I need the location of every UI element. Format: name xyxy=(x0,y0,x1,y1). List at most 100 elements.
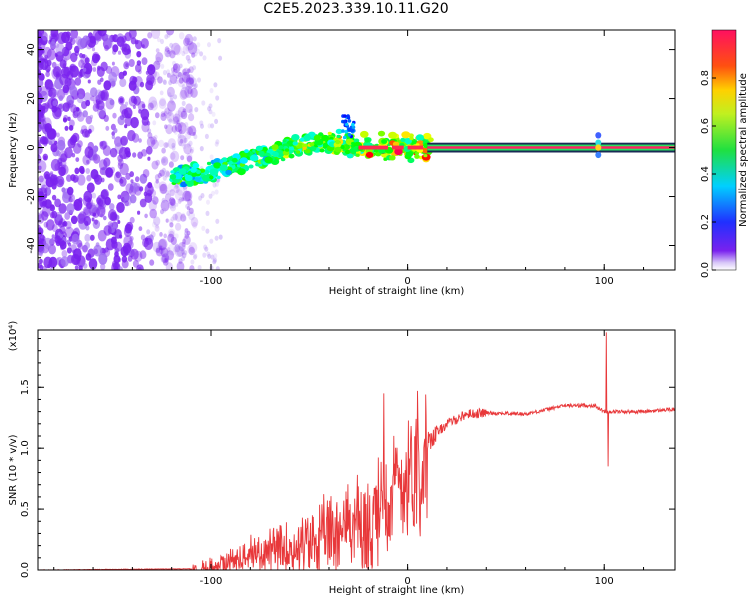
noise-cell xyxy=(214,118,219,124)
noise-cell xyxy=(174,244,181,253)
noise-cell xyxy=(159,90,164,96)
noise-cell xyxy=(64,147,73,159)
ridge-cell xyxy=(199,168,206,173)
bottom-x-tick-label: -100 xyxy=(200,576,223,587)
noise-cell xyxy=(193,253,198,259)
noise-cell xyxy=(182,190,191,202)
noise-cell xyxy=(184,233,189,239)
noise-cell xyxy=(97,30,107,37)
noise-cell xyxy=(40,211,49,221)
ridge-cell xyxy=(347,119,352,123)
noise-cell xyxy=(177,71,182,78)
noise-cell xyxy=(180,86,190,99)
noise-cell xyxy=(103,215,107,221)
ridge-cell xyxy=(190,167,198,173)
ridge-cell xyxy=(327,131,332,136)
noise-cell xyxy=(184,122,189,128)
noise-cell xyxy=(202,252,207,258)
ridge-cell xyxy=(360,130,369,138)
noise-cell xyxy=(160,63,165,69)
noise-cell xyxy=(174,122,182,133)
ridge-cell xyxy=(421,147,429,154)
noise-cell xyxy=(182,45,190,55)
artifact-cell xyxy=(595,139,602,146)
noise-cell xyxy=(166,32,171,38)
ridge-cell xyxy=(305,133,310,138)
noise-cell xyxy=(64,212,71,220)
ridge-cell xyxy=(296,150,301,154)
noise-cell xyxy=(176,246,185,257)
ridge-cell xyxy=(216,175,221,180)
noise-cell xyxy=(167,92,172,98)
bottom-y-tick-label: 1.5 xyxy=(20,379,31,395)
noise-cell xyxy=(61,46,70,57)
noise-cell xyxy=(119,176,127,187)
noise-cell xyxy=(173,129,178,135)
noise-cell xyxy=(59,226,66,235)
noise-cell xyxy=(160,111,166,118)
top-x-tick-label: 100 xyxy=(595,276,614,287)
noise-cell xyxy=(189,265,195,270)
noise-cell xyxy=(177,133,182,139)
noise-cell xyxy=(165,142,170,148)
ridge-cell xyxy=(346,153,354,159)
noise-cell xyxy=(42,117,52,130)
noise-cell xyxy=(74,265,79,270)
noise-cell xyxy=(186,142,191,148)
ridge-cell xyxy=(288,153,295,159)
noise-cell xyxy=(185,35,190,42)
top-x-tick-label: 0 xyxy=(404,276,410,287)
bottom-y-multiplier: (x10⁴) xyxy=(8,321,19,352)
noise-cell xyxy=(180,135,187,144)
noise-cell xyxy=(149,64,154,71)
noise-cell xyxy=(49,211,55,219)
noise-cell xyxy=(95,242,100,248)
noise-cell xyxy=(69,85,78,97)
noise-cell xyxy=(45,71,50,78)
noise-cell xyxy=(123,195,132,207)
noise-cell xyxy=(181,50,186,57)
noise-cell xyxy=(178,32,185,40)
noise-cell xyxy=(183,235,191,246)
noise-cell xyxy=(148,199,157,211)
ridge-cell xyxy=(231,157,238,163)
noise-cell xyxy=(186,153,193,162)
noise-cell xyxy=(55,175,65,188)
noise-cell xyxy=(84,146,94,159)
noise-cell xyxy=(109,99,115,106)
ridge-cell xyxy=(321,134,329,142)
noise-cell xyxy=(175,66,180,72)
noise-cell xyxy=(50,204,54,210)
noise-cell xyxy=(203,244,208,250)
ridge-cell xyxy=(219,164,228,171)
noise-cell xyxy=(152,120,157,126)
noise-cell xyxy=(61,250,68,258)
noise-cell xyxy=(163,183,168,189)
noise-cell xyxy=(202,55,207,61)
noise-cell xyxy=(188,66,194,74)
noise-cell xyxy=(147,128,152,134)
noise-cell xyxy=(169,50,176,59)
noise-cell xyxy=(209,88,214,94)
noise-cell xyxy=(149,76,157,87)
noise-cell xyxy=(74,167,80,175)
ridge-cell xyxy=(299,137,305,142)
noise-cell xyxy=(185,85,190,91)
snr-series-line xyxy=(38,332,675,570)
noise-cell xyxy=(188,108,193,114)
ridge-cell xyxy=(289,146,294,151)
noise-cell xyxy=(169,230,175,238)
noise-cell xyxy=(175,243,179,249)
noise-cell xyxy=(111,212,117,221)
noise-cell xyxy=(158,181,167,192)
noise-cell xyxy=(117,220,121,224)
noise-cell xyxy=(159,183,168,195)
noise-cell xyxy=(138,138,142,143)
noise-cell xyxy=(186,210,191,216)
noise-cell xyxy=(115,171,121,179)
noise-cell xyxy=(171,145,176,151)
noise-cell xyxy=(213,82,218,88)
ridge-cell xyxy=(291,134,300,141)
noise-cell xyxy=(120,135,128,146)
noise-cell xyxy=(52,100,58,107)
